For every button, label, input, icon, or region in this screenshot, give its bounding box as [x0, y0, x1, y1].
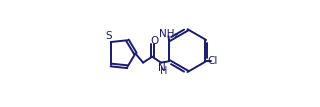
Text: Cl: Cl	[208, 56, 218, 66]
Text: S: S	[105, 31, 112, 41]
Text: NH₂: NH₂	[159, 29, 178, 39]
Text: H: H	[160, 66, 168, 76]
Text: N: N	[158, 63, 165, 74]
Text: O: O	[150, 36, 158, 46]
